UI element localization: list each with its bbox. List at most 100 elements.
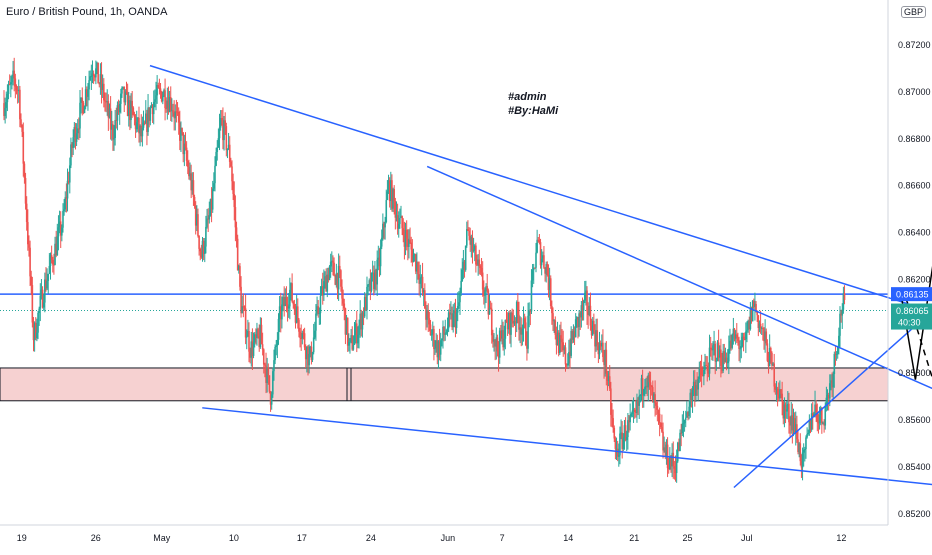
y-tick-label: 0.87200 [898, 40, 931, 50]
candle [789, 422, 791, 426]
candle [80, 97, 82, 103]
candle [202, 240, 205, 254]
level-price-badge[interactable] [891, 287, 932, 302]
candle [811, 413, 814, 417]
candle [78, 128, 80, 130]
candle [125, 91, 128, 93]
candle [628, 420, 630, 423]
candle [380, 237, 383, 247]
candle [402, 228, 405, 236]
candle [34, 322, 37, 339]
candle [507, 313, 510, 330]
candle [269, 391, 272, 405]
candle [49, 255, 52, 267]
candle [20, 119, 22, 125]
candle [413, 254, 416, 256]
candle [317, 306, 320, 314]
candle [752, 300, 755, 307]
candle [48, 266, 51, 274]
candle [648, 374, 651, 383]
candle [404, 229, 407, 247]
candle [99, 74, 102, 85]
candle [542, 255, 544, 259]
last-price-badge[interactable] [891, 303, 932, 330]
candle [498, 330, 501, 358]
candle [37, 312, 39, 333]
candle [438, 341, 441, 355]
candle [535, 252, 537, 268]
currency-badge[interactable]: GBP [900, 6, 926, 18]
candle [116, 105, 119, 121]
candle [67, 180, 70, 183]
candle [403, 235, 406, 247]
candle [61, 227, 63, 236]
candle [226, 148, 229, 151]
candle [688, 406, 690, 416]
candle [57, 227, 60, 237]
candle [720, 349, 722, 366]
candle [38, 308, 40, 313]
candle [546, 264, 549, 276]
candle [490, 308, 493, 336]
candle [139, 125, 141, 134]
candle [299, 331, 301, 339]
support-zone[interactable] [0, 367, 889, 402]
candle [350, 335, 352, 339]
candle [479, 266, 482, 268]
candle [577, 317, 579, 328]
candle [142, 122, 145, 128]
candle [840, 313, 842, 316]
candle [502, 330, 504, 348]
candle [513, 320, 516, 324]
x-tick-label: 24 [366, 533, 376, 543]
trendline[interactable] [426, 165, 932, 403]
candle [642, 389, 645, 396]
candle [24, 177, 27, 204]
candle [286, 304, 289, 309]
candle [504, 319, 507, 339]
candle [379, 246, 382, 267]
candle [473, 245, 476, 250]
trendline[interactable] [202, 407, 932, 488]
candle [267, 367, 270, 376]
candle [366, 286, 368, 311]
candle [569, 351, 571, 356]
candle [253, 334, 256, 343]
candle [183, 143, 186, 155]
candle [757, 315, 760, 328]
candle [203, 246, 206, 254]
candle [328, 266, 331, 280]
candle [675, 461, 678, 474]
candle [370, 272, 373, 291]
candle [717, 342, 720, 358]
candle [775, 388, 778, 390]
candle [663, 447, 665, 451]
candle [419, 278, 422, 284]
trendline[interactable] [149, 64, 932, 333]
candle [147, 107, 149, 132]
candle [669, 457, 671, 470]
candle [359, 313, 361, 326]
candle [480, 267, 483, 273]
candle [177, 111, 180, 123]
candle [692, 381, 695, 391]
candle [362, 312, 365, 317]
candle [762, 328, 764, 330]
candle [557, 332, 560, 354]
candle [218, 127, 221, 139]
candle [155, 95, 157, 100]
candle [395, 215, 398, 218]
bullish-projection-arrow[interactable] [900, 56, 932, 380]
y-tick-label: 0.86200 [898, 274, 931, 284]
candle [772, 363, 774, 366]
candle [483, 289, 485, 296]
candle [454, 310, 457, 328]
candle [431, 329, 434, 335]
candle [722, 351, 724, 371]
candle [114, 119, 116, 138]
candle [649, 382, 652, 386]
candle [676, 442, 679, 462]
candle [66, 180, 69, 199]
